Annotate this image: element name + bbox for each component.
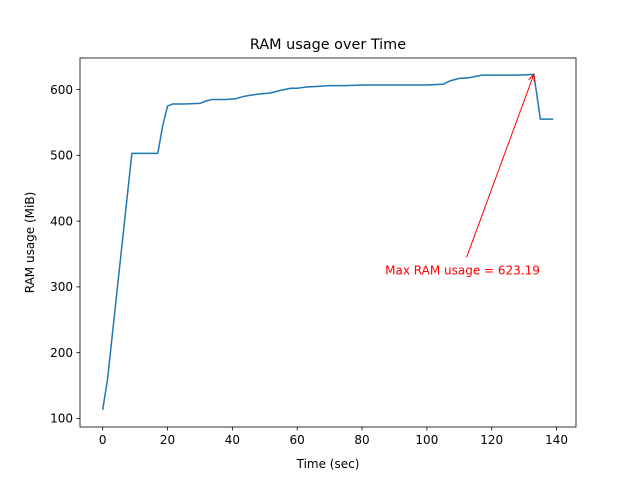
annotation-layer: Max RAM usage = 623.19 bbox=[385, 73, 540, 277]
x-tick-label: 120 bbox=[480, 433, 503, 447]
annotation-arrow-head bbox=[528, 73, 535, 82]
x-axis-label: Time (sec) bbox=[296, 457, 360, 471]
series-layer bbox=[101, 73, 554, 411]
x-tick-label: 20 bbox=[160, 433, 175, 447]
x-tick-label: 40 bbox=[225, 433, 240, 447]
y-tick-label: 500 bbox=[50, 149, 73, 163]
y-tick-label: 100 bbox=[50, 412, 73, 426]
x-tick-label: 60 bbox=[290, 433, 305, 447]
y-tick-label: 400 bbox=[50, 214, 73, 228]
chart-title: RAM usage over Time bbox=[250, 37, 406, 53]
y-tick-label: 600 bbox=[50, 83, 73, 97]
x-tick-label: 80 bbox=[354, 433, 369, 447]
y-tick-label: 300 bbox=[50, 280, 73, 294]
annotation-arrow-shaft bbox=[466, 74, 535, 258]
y-tick-label: 200 bbox=[50, 346, 73, 360]
x-axis-ticks: 0 20 40 60 80 100 120 140 bbox=[99, 427, 568, 447]
ram-usage-line bbox=[101, 73, 554, 411]
x-tick-label: 140 bbox=[545, 433, 568, 447]
y-axis-ticks: 100 200 300 400 500 600 bbox=[50, 83, 80, 426]
axes-frame bbox=[79, 57, 577, 428]
x-tick-label: 0 bbox=[99, 433, 107, 447]
y-axis-label: RAM usage (MiB) bbox=[23, 192, 37, 294]
max-ram-annotation: Max RAM usage = 623.19 bbox=[385, 263, 540, 277]
x-tick-label: 100 bbox=[415, 433, 438, 447]
